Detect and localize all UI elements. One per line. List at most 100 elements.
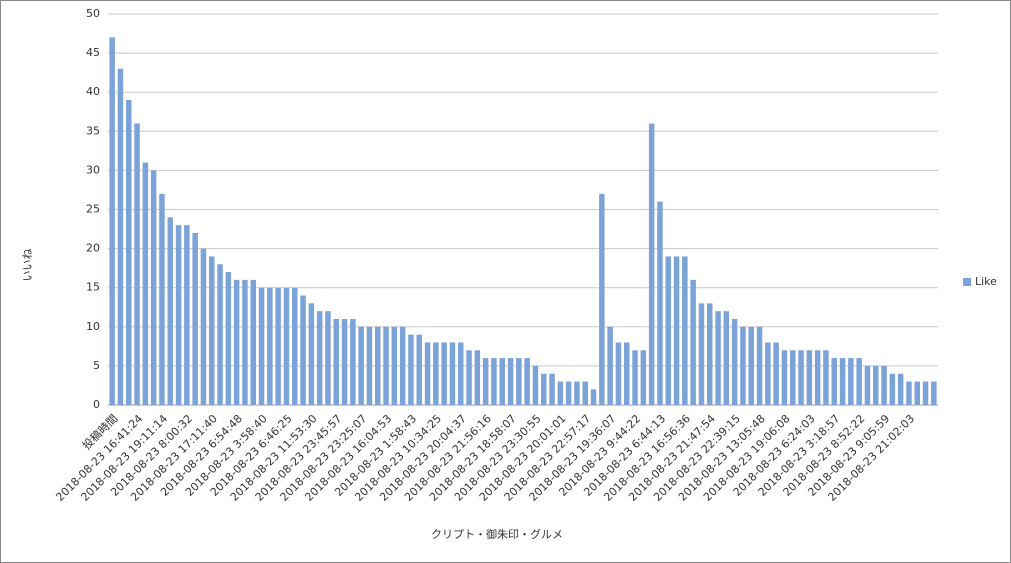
bar bbox=[549, 373, 555, 405]
bar bbox=[599, 193, 605, 405]
bar bbox=[150, 170, 157, 405]
bar bbox=[640, 350, 647, 405]
bar bbox=[225, 272, 232, 405]
bar bbox=[574, 381, 580, 405]
bar bbox=[565, 381, 572, 405]
bar bbox=[773, 342, 779, 405]
y-axis-title: いいね bbox=[21, 249, 34, 282]
y-tick-label: 10 bbox=[86, 320, 100, 333]
bar bbox=[873, 365, 879, 405]
y-tick-label: 20 bbox=[86, 242, 100, 255]
bar bbox=[300, 295, 306, 405]
bar bbox=[906, 381, 912, 405]
bar bbox=[814, 350, 821, 405]
bar bbox=[856, 358, 862, 405]
bar bbox=[258, 287, 265, 405]
bar bbox=[731, 318, 738, 405]
y-tick-label: 25 bbox=[86, 203, 100, 216]
y-tick-label: 0 bbox=[93, 398, 100, 411]
bar bbox=[184, 225, 190, 405]
bar bbox=[690, 279, 696, 405]
bar bbox=[507, 358, 514, 405]
bar bbox=[557, 381, 564, 405]
bar bbox=[383, 326, 389, 405]
bar bbox=[823, 350, 829, 405]
bar bbox=[790, 350, 796, 405]
bar bbox=[441, 342, 447, 405]
bar bbox=[541, 373, 547, 405]
bar bbox=[765, 342, 771, 405]
bar bbox=[839, 358, 846, 405]
bar bbox=[433, 342, 439, 405]
bar bbox=[657, 201, 663, 405]
bar bbox=[308, 303, 315, 405]
bar bbox=[831, 358, 837, 405]
bar bbox=[698, 303, 705, 405]
bar bbox=[673, 256, 680, 405]
bar bbox=[798, 350, 804, 405]
bar bbox=[350, 318, 356, 405]
bar bbox=[424, 342, 431, 405]
bar bbox=[707, 303, 713, 405]
bar bbox=[607, 326, 613, 405]
bar bbox=[582, 381, 588, 405]
bar bbox=[408, 334, 414, 405]
bar bbox=[756, 326, 763, 405]
bar bbox=[375, 326, 381, 405]
bar bbox=[209, 256, 215, 405]
bar bbox=[715, 311, 721, 405]
bar bbox=[126, 100, 132, 406]
bar bbox=[399, 326, 406, 405]
bar bbox=[806, 350, 813, 405]
bar bbox=[466, 350, 472, 405]
bar bbox=[848, 358, 854, 405]
bar bbox=[922, 381, 929, 405]
bar bbox=[665, 256, 671, 405]
bar bbox=[474, 350, 481, 405]
bar bbox=[499, 358, 505, 405]
y-tick-label: 50 bbox=[86, 7, 100, 20]
bar bbox=[624, 342, 630, 405]
bar bbox=[358, 326, 364, 405]
bar bbox=[482, 358, 489, 405]
bar bbox=[416, 334, 422, 405]
bar bbox=[242, 279, 248, 405]
bar bbox=[175, 225, 182, 405]
bar bbox=[167, 217, 173, 405]
bar bbox=[532, 365, 539, 405]
bar bbox=[449, 342, 456, 405]
bar bbox=[333, 318, 339, 405]
bar bbox=[267, 287, 273, 405]
bar bbox=[914, 381, 920, 405]
bar bbox=[931, 381, 937, 405]
bar bbox=[366, 326, 373, 405]
bar bbox=[325, 311, 331, 405]
legend-label: Like bbox=[975, 275, 997, 288]
bar bbox=[316, 311, 323, 405]
bar bbox=[632, 350, 638, 405]
bar bbox=[159, 193, 165, 405]
y-tick-label: 30 bbox=[86, 163, 100, 176]
bar bbox=[491, 358, 497, 405]
bar bbox=[748, 326, 754, 405]
bar bbox=[233, 279, 240, 405]
bar bbox=[881, 365, 887, 405]
bar bbox=[723, 311, 730, 405]
bar bbox=[740, 326, 746, 405]
bar bbox=[275, 287, 281, 405]
legend-swatch bbox=[963, 278, 971, 286]
bar bbox=[217, 264, 223, 405]
bar bbox=[516, 358, 522, 405]
bar bbox=[292, 287, 298, 405]
bar bbox=[341, 318, 348, 405]
bar bbox=[109, 37, 115, 406]
bar bbox=[682, 256, 688, 405]
bar bbox=[524, 358, 530, 405]
bar bbox=[590, 389, 597, 405]
bar bbox=[897, 373, 904, 405]
bar bbox=[192, 232, 198, 405]
bar bbox=[458, 342, 464, 405]
bar bbox=[250, 279, 256, 405]
